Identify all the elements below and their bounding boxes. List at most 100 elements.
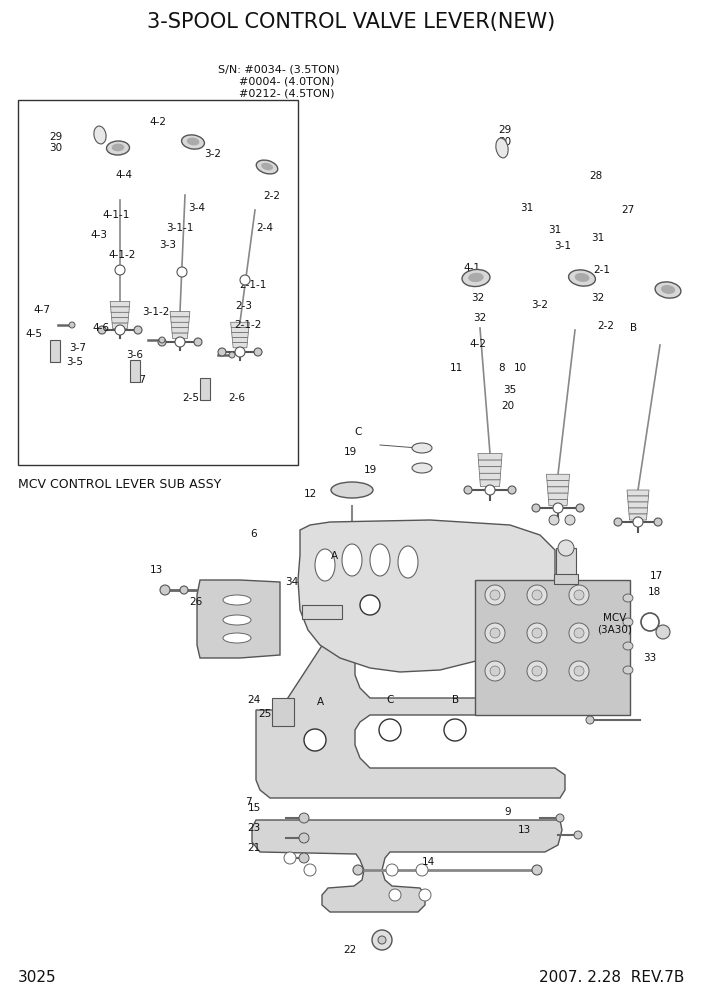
- Text: 31: 31: [591, 233, 604, 243]
- Ellipse shape: [496, 138, 508, 158]
- Polygon shape: [171, 322, 189, 327]
- Circle shape: [490, 590, 500, 600]
- Polygon shape: [547, 480, 569, 487]
- Circle shape: [569, 623, 589, 643]
- Circle shape: [527, 661, 547, 681]
- Text: 2-7: 2-7: [129, 375, 147, 385]
- Text: B: B: [630, 323, 637, 333]
- Circle shape: [134, 326, 142, 334]
- Polygon shape: [197, 580, 280, 658]
- Polygon shape: [112, 317, 128, 323]
- Text: 8: 8: [498, 363, 505, 373]
- Ellipse shape: [107, 141, 129, 155]
- Ellipse shape: [256, 160, 278, 174]
- Text: 4-4: 4-4: [116, 170, 133, 180]
- Ellipse shape: [575, 273, 590, 282]
- Text: A: A: [317, 697, 324, 707]
- Text: A: A: [366, 600, 373, 610]
- Text: 4-2: 4-2: [150, 117, 166, 127]
- Circle shape: [485, 485, 495, 495]
- Text: 2-2: 2-2: [263, 191, 281, 201]
- Text: 4-1: 4-1: [463, 263, 480, 273]
- Ellipse shape: [315, 549, 335, 581]
- Text: 3025: 3025: [18, 970, 57, 985]
- Ellipse shape: [223, 595, 251, 605]
- Ellipse shape: [623, 594, 633, 602]
- Polygon shape: [548, 493, 568, 499]
- Circle shape: [98, 326, 106, 334]
- Text: 27: 27: [621, 205, 635, 215]
- Ellipse shape: [112, 144, 124, 151]
- Text: B: B: [451, 725, 458, 735]
- Text: 2-3: 2-3: [235, 301, 253, 311]
- Text: (3A30): (3A30): [597, 625, 633, 635]
- Circle shape: [527, 585, 547, 605]
- Circle shape: [532, 504, 540, 512]
- Bar: [556, 548, 576, 576]
- Text: A: A: [312, 735, 319, 745]
- Circle shape: [574, 831, 582, 839]
- Circle shape: [569, 585, 589, 605]
- Polygon shape: [628, 508, 647, 514]
- Text: 4-7: 4-7: [34, 305, 51, 315]
- Circle shape: [299, 833, 309, 843]
- Text: 3-3: 3-3: [159, 240, 176, 250]
- Ellipse shape: [223, 633, 251, 643]
- Polygon shape: [256, 572, 565, 798]
- Circle shape: [444, 719, 466, 741]
- Polygon shape: [298, 520, 555, 672]
- Text: 13: 13: [517, 825, 531, 835]
- Text: 35: 35: [503, 385, 517, 395]
- Bar: [554, 574, 578, 584]
- Text: 4-2: 4-2: [470, 339, 486, 349]
- Circle shape: [532, 666, 542, 676]
- Text: 20: 20: [501, 401, 515, 411]
- Ellipse shape: [370, 544, 390, 576]
- Text: 3-1-1: 3-1-1: [166, 223, 194, 233]
- Polygon shape: [478, 460, 502, 466]
- Text: 17: 17: [649, 571, 663, 581]
- Ellipse shape: [623, 618, 633, 626]
- Ellipse shape: [412, 443, 432, 453]
- Circle shape: [180, 586, 188, 594]
- Text: MCV CONTROL LEVER SUB ASSY: MCV CONTROL LEVER SUB ASSY: [18, 478, 221, 491]
- Polygon shape: [629, 514, 647, 520]
- Circle shape: [389, 889, 401, 901]
- Text: A: A: [331, 551, 338, 561]
- Circle shape: [229, 352, 235, 358]
- Polygon shape: [627, 490, 649, 496]
- Circle shape: [304, 864, 316, 876]
- Circle shape: [614, 518, 622, 526]
- Circle shape: [175, 337, 185, 347]
- Ellipse shape: [468, 273, 484, 282]
- Circle shape: [299, 853, 309, 863]
- Circle shape: [485, 585, 505, 605]
- Text: 3-2: 3-2: [531, 300, 548, 310]
- Polygon shape: [111, 312, 129, 317]
- Text: 2-4: 2-4: [256, 223, 274, 233]
- Text: 28: 28: [590, 171, 602, 181]
- Text: 2-2: 2-2: [597, 321, 614, 331]
- Circle shape: [549, 515, 559, 525]
- Text: C: C: [355, 427, 362, 437]
- Polygon shape: [112, 323, 128, 328]
- Text: 3-1-2: 3-1-2: [143, 307, 170, 317]
- Polygon shape: [232, 342, 247, 348]
- Ellipse shape: [398, 546, 418, 578]
- Text: 11: 11: [449, 363, 463, 373]
- Circle shape: [633, 517, 643, 527]
- Polygon shape: [171, 316, 190, 322]
- Bar: [130, 360, 140, 382]
- Bar: [272, 698, 294, 726]
- Text: 32: 32: [591, 293, 604, 303]
- Bar: [302, 605, 342, 619]
- Text: 2-1: 2-1: [593, 265, 611, 275]
- Polygon shape: [110, 302, 130, 307]
- Text: 4-3: 4-3: [91, 230, 107, 240]
- Text: 32: 32: [471, 293, 484, 303]
- Text: 3-1: 3-1: [555, 241, 571, 251]
- Text: 33: 33: [643, 653, 656, 663]
- Circle shape: [656, 625, 670, 639]
- Circle shape: [254, 348, 262, 356]
- Circle shape: [158, 338, 166, 346]
